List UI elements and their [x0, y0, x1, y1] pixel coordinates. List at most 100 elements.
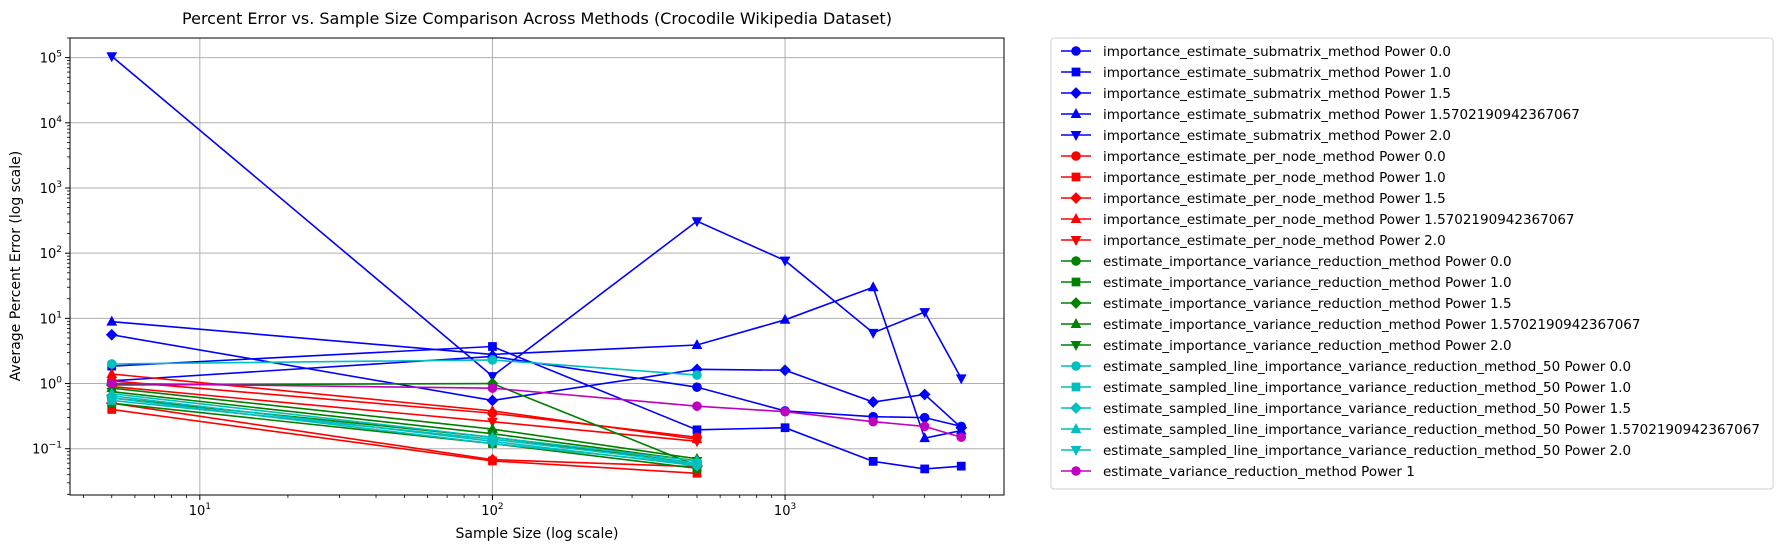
series-15 — [106, 355, 702, 380]
legend-label: importance_estimate_per_node_method Powe… — [1103, 233, 1446, 249]
plot-series — [105, 52, 968, 478]
legend: importance_estimate_submatrix_method Pow… — [1050, 37, 1774, 490]
grid-lines — [70, 38, 1004, 495]
legend-item: estimate_sampled_line_importance_varianc… — [1061, 422, 1760, 438]
legend-label: estimate_importance_variance_reduction_m… — [1103, 296, 1512, 312]
data-point — [779, 364, 791, 377]
data-point — [691, 217, 703, 228]
data-point — [692, 370, 702, 380]
legend-label: estimate_sampled_line_importance_varianc… — [1103, 380, 1631, 396]
data-point — [919, 432, 931, 443]
data-point — [918, 388, 931, 401]
data-point — [955, 374, 967, 385]
series-20 — [106, 378, 967, 443]
x-tick-label: 102 — [481, 502, 503, 519]
data-point — [956, 461, 966, 471]
plot-frame — [69, 37, 1005, 496]
legend-item: importance_estimate_per_node_method Powe… — [1061, 191, 1446, 207]
data-point — [691, 339, 703, 349]
legend-item: importance_estimate_submatrix_method Pow… — [1061, 107, 1580, 123]
data-point — [956, 432, 967, 443]
legend-label: estimate_sampled_line_importance_varianc… — [1103, 422, 1760, 438]
legend-label: importance_estimate_submatrix_method Pow… — [1103, 44, 1451, 60]
data-point — [779, 313, 791, 324]
legend-item: importance_estimate_per_node_method Powe… — [1061, 170, 1446, 186]
data-point — [106, 394, 118, 404]
data-point — [868, 456, 878, 466]
legend-item: importance_estimate_per_node_method Powe… — [1061, 149, 1446, 165]
legend-item: estimate_importance_variance_reduction_m… — [1061, 254, 1512, 270]
legend-label: importance_estimate_per_node_method Powe… — [1103, 149, 1446, 165]
legend-marker — [1070, 341, 1082, 351]
data-point — [486, 394, 499, 407]
series-line — [111, 55, 962, 379]
data-point — [487, 372, 498, 383]
legend-marker — [1071, 67, 1081, 77]
legend-marker — [1070, 446, 1082, 456]
y-axis-label: Average Percent Error (log scale) — [8, 151, 24, 381]
legend-label: importance_estimate_per_node_method Powe… — [1103, 170, 1446, 186]
legend-marker — [1070, 297, 1082, 309]
legend-item: estimate_sampled_line_importance_varianc… — [1061, 359, 1631, 375]
series-3 — [106, 281, 967, 443]
data-point — [106, 52, 118, 63]
legend-marker — [1070, 131, 1082, 141]
legend-item: importance_estimate_per_node_method Powe… — [1061, 233, 1446, 249]
axes: 101 102 103 10−1 100 101 102 103 104 105 — [32, 37, 990, 519]
series-4 — [106, 52, 967, 385]
data-point — [105, 328, 118, 341]
legend-label: estimate_importance_variance_reduction_m… — [1103, 275, 1512, 291]
legend-label: importance_estimate_submatrix_method Pow… — [1103, 128, 1451, 144]
data-point — [692, 382, 702, 392]
y-tick-label: 100 — [40, 376, 63, 393]
data-point — [691, 437, 703, 448]
data-point — [919, 421, 930, 432]
data-point — [486, 453, 499, 466]
legend-label: importance_estimate_submatrix_method Pow… — [1103, 107, 1580, 123]
data-point — [692, 401, 702, 411]
legend-item: importance_estimate_submatrix_method Pow… — [1061, 65, 1451, 81]
legend-item: estimate_variance_reduction_method Power… — [1061, 464, 1415, 480]
legend-label: estimate_sampled_line_importance_varianc… — [1103, 443, 1631, 459]
legend-marker — [1071, 151, 1081, 161]
data-point — [779, 256, 791, 267]
legend-marker — [1070, 318, 1082, 328]
legend-marker — [1071, 466, 1081, 476]
y-tick-label: 101 — [40, 310, 62, 327]
legend-label: estimate_importance_variance_reduction_m… — [1103, 338, 1512, 354]
legend-item: importance_estimate_submatrix_method Pow… — [1061, 128, 1451, 144]
legend-label: estimate_sampled_line_importance_varianc… — [1103, 401, 1631, 417]
legend-item: estimate_importance_variance_reduction_m… — [1061, 296, 1512, 312]
data-point — [920, 464, 930, 474]
data-point — [919, 308, 931, 319]
data-point — [106, 378, 117, 389]
legend-item: importance_estimate_submatrix_method Pow… — [1061, 86, 1451, 102]
y-tick-label: 103 — [40, 180, 62, 197]
legend-item: estimate_sampled_line_importance_varianc… — [1061, 401, 1631, 417]
data-point — [487, 355, 498, 365]
data-point — [487, 404, 498, 415]
legend-label: estimate_importance_variance_reduction_m… — [1103, 254, 1512, 270]
legend-label: importance_estimate_submatrix_method Pow… — [1103, 65, 1451, 81]
data-point — [867, 396, 880, 408]
legend-label: estimate_sampled_line_importance_varianc… — [1103, 359, 1631, 375]
legend-item: importance_estimate_per_node_method Powe… — [1061, 212, 1575, 228]
legend-marker — [1071, 361, 1081, 371]
data-point — [867, 328, 879, 339]
y-tick-label: 10−1 — [32, 441, 62, 458]
legend-marker — [1070, 108, 1082, 118]
legend-label: importance_estimate_per_node_method Powe… — [1103, 191, 1446, 207]
chart-title: Percent Error vs. Sample Size Comparison… — [182, 9, 892, 28]
legend-marker — [1070, 213, 1082, 223]
data-point — [867, 281, 879, 292]
data-point — [780, 423, 790, 433]
y-tick-label: 102 — [40, 245, 62, 262]
series-19 — [106, 394, 703, 471]
legend-marker — [1070, 236, 1082, 246]
data-point — [868, 416, 878, 427]
legend-marker — [1071, 382, 1081, 392]
legend-marker — [1070, 192, 1082, 204]
y-tick-label: 104 — [40, 115, 63, 132]
legend-marker — [1071, 256, 1081, 266]
